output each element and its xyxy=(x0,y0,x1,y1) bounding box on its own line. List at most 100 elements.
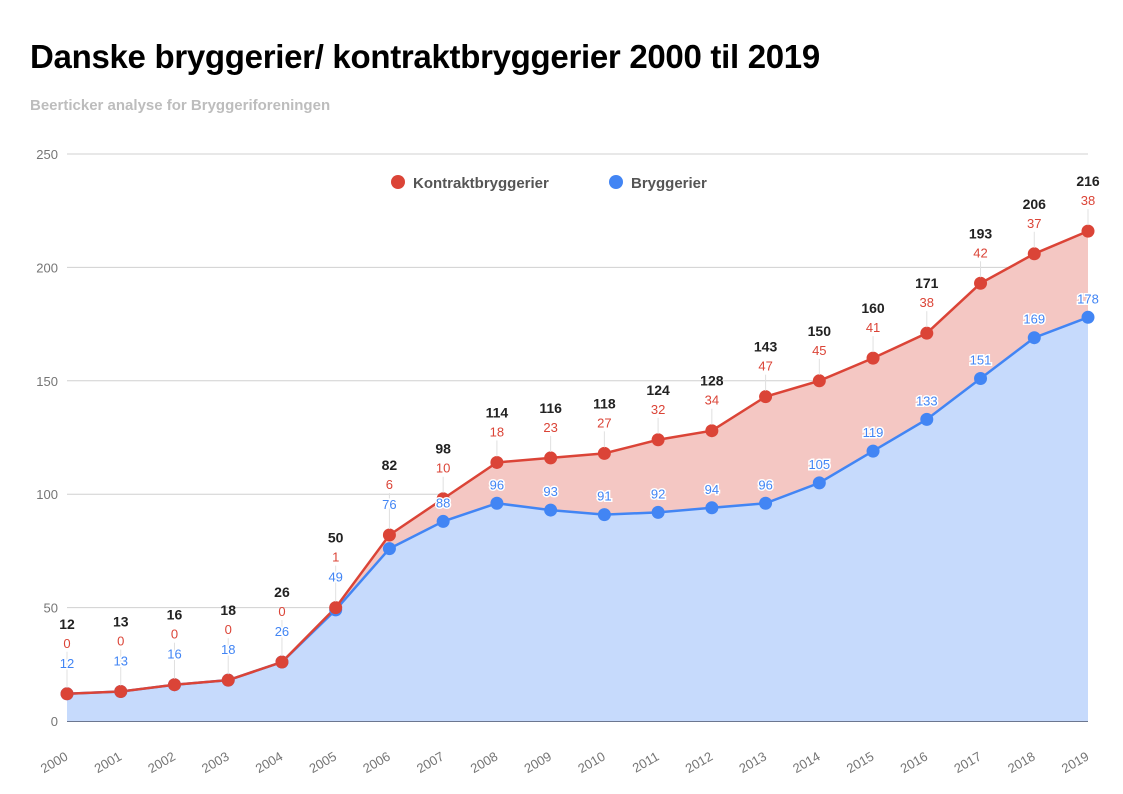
point-bryggerier xyxy=(920,412,934,426)
x-tick-label: 2004 xyxy=(253,749,286,776)
point-bryggerier xyxy=(544,503,558,517)
areas xyxy=(67,231,1088,721)
point-bryggerier xyxy=(705,501,719,515)
point-kontraktbryggerier xyxy=(490,455,504,469)
point-kontraktbryggerier xyxy=(597,446,611,460)
point-bryggerier xyxy=(1027,331,1041,345)
data-label-bryggerier: 18 xyxy=(221,642,235,657)
data-label-kontraktbryggerier: 0 xyxy=(117,634,124,649)
point-bryggerier xyxy=(759,496,773,510)
point-kontraktbryggerier xyxy=(436,492,450,506)
data-label-total: 114 xyxy=(486,404,509,420)
data-label-kontraktbryggerier: 10 xyxy=(436,461,450,476)
x-tick-label: 2011 xyxy=(630,749,662,776)
data-label-kontraktbryggerier: 23 xyxy=(543,420,557,435)
point-bryggerier xyxy=(382,542,396,556)
x-tick-label: 2001 xyxy=(92,749,125,776)
data-label-total: 116 xyxy=(539,400,562,416)
data-label-total: 13 xyxy=(113,614,129,630)
data-label-bryggerier: 105 xyxy=(808,457,830,472)
data-label-total: 12 xyxy=(59,616,75,632)
y-tick-label: 200 xyxy=(36,260,58,275)
data-label-total: 171 xyxy=(915,275,939,291)
x-tick-label: 2017 xyxy=(951,749,984,776)
x-tick-label: 2007 xyxy=(414,749,447,776)
data-label-kontraktbryggerier: 38 xyxy=(1081,193,1095,208)
data-label-total: 160 xyxy=(861,300,885,316)
chart-title: Danske bryggerier/ kontraktbryggerier 20… xyxy=(30,38,820,75)
x-tick-label: 2013 xyxy=(736,749,769,776)
point-bryggerier xyxy=(490,496,504,510)
data-label-kontraktbryggerier: 1 xyxy=(332,550,339,565)
point-kontraktbryggerier xyxy=(974,276,988,290)
point-kontraktbryggerier xyxy=(382,528,396,542)
point-kontraktbryggerier xyxy=(812,374,826,388)
x-tick-label: 2008 xyxy=(468,749,501,776)
data-label-total: 118 xyxy=(593,395,616,411)
data-label-total: 26 xyxy=(274,584,290,600)
data-label-total: 124 xyxy=(646,382,670,398)
data-label-kontraktbryggerier: 38 xyxy=(920,295,934,310)
x-tick-label: 2015 xyxy=(844,749,877,776)
data-label-kontraktbryggerier: 0 xyxy=(278,604,285,619)
point-kontraktbryggerier xyxy=(705,424,719,438)
data-label-total: 216 xyxy=(1076,173,1100,189)
point-kontraktbryggerier xyxy=(920,326,934,340)
y-tick-label: 0 xyxy=(51,714,58,729)
data-label-bryggerier: 16 xyxy=(167,647,181,662)
point-kontraktbryggerier xyxy=(114,685,128,699)
point-bryggerier xyxy=(651,505,665,519)
data-label-bryggerier: 96 xyxy=(490,477,504,492)
legend-marker xyxy=(391,175,405,189)
point-kontraktbryggerier xyxy=(651,433,665,447)
x-tick-label: 2000 xyxy=(38,749,71,776)
x-tick-label: 2016 xyxy=(898,749,931,776)
x-axis: 2000 2001 2002 2003 2004 2005 2006 2007 2008 2009… xyxy=(38,749,1092,776)
point-bryggerier xyxy=(597,508,611,522)
x-tick-label: 2018 xyxy=(1005,749,1038,776)
data-label-total: 143 xyxy=(754,339,778,355)
data-label-bryggerier: 119 xyxy=(863,425,884,440)
area-kontraktbryggerier xyxy=(67,231,1088,694)
data-label-bryggerier: 49 xyxy=(328,570,342,585)
series-lines xyxy=(66,229,1089,696)
data-label-bryggerier: 88 xyxy=(436,495,450,510)
x-tick-label: 2003 xyxy=(199,749,232,776)
data-label-bryggerier: 92 xyxy=(651,486,665,501)
data-label-kontraktbryggerier: 41 xyxy=(866,320,880,335)
data-label-bryggerier: 91 xyxy=(597,489,611,504)
data-label-kontraktbryggerier: 0 xyxy=(171,627,178,642)
point-kontraktbryggerier xyxy=(167,678,181,692)
legend-marker xyxy=(609,175,623,189)
x-tick-label: 2019 xyxy=(1059,749,1092,776)
data-label-total: 16 xyxy=(167,607,183,623)
x-tick-label: 2002 xyxy=(145,749,178,776)
data-label-kontraktbryggerier: 6 xyxy=(386,477,393,492)
y-tick-label: 250 xyxy=(36,147,58,162)
data-label-bryggerier: 13 xyxy=(114,654,128,669)
legend: Kontraktbryggerier Bryggerier xyxy=(391,175,707,192)
area-bryggerier xyxy=(67,317,1088,721)
point-bryggerier xyxy=(974,372,988,386)
point-kontraktbryggerier xyxy=(866,351,880,365)
data-label-total: 18 xyxy=(220,602,236,618)
point-kontraktbryggerier xyxy=(544,451,558,465)
data-label-total: 82 xyxy=(382,457,398,473)
point-kontraktbryggerier xyxy=(275,655,289,669)
data-label-kontraktbryggerier: 18 xyxy=(490,424,504,439)
x-tick-label: 2010 xyxy=(575,749,608,776)
data-label-kontraktbryggerier: 0 xyxy=(225,622,232,637)
line-kontraktbryggerier xyxy=(66,229,1089,696)
data-label-bryggerier: 169 xyxy=(1023,312,1045,327)
point-bryggerier xyxy=(436,514,450,528)
data-label-total: 206 xyxy=(1023,196,1047,212)
x-tick-label: 2012 xyxy=(683,749,716,776)
data-label-kontraktbryggerier: 34 xyxy=(705,393,719,408)
point-bryggerier xyxy=(812,476,826,490)
data-label-bryggerier: 94 xyxy=(705,482,719,497)
data-label-bryggerier: 151 xyxy=(970,353,992,368)
y-tick-label: 100 xyxy=(36,487,58,502)
chart-subtitle: Beerticker analyse for Bryggeriforeninge… xyxy=(30,97,331,114)
data-label-total: 150 xyxy=(808,323,832,339)
